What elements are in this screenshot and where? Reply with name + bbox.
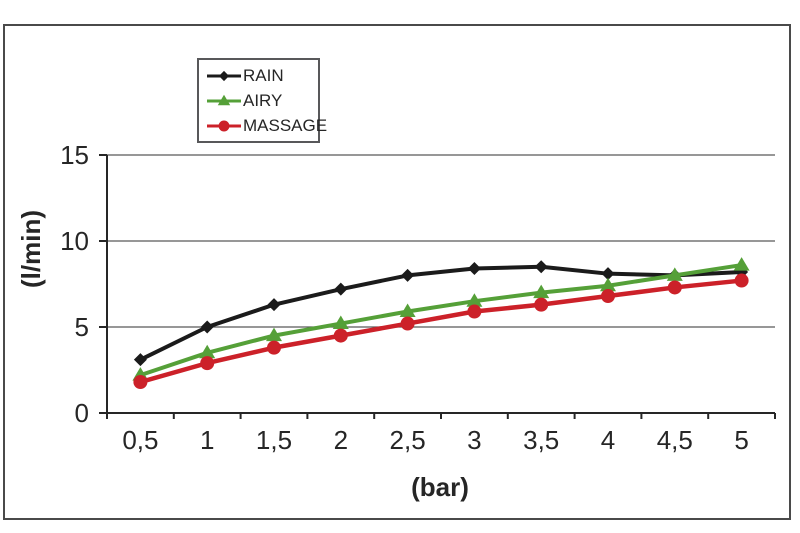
data-point-marker [218, 120, 230, 131]
data-point-marker [267, 298, 281, 312]
y-tick-label: 5 [75, 312, 89, 342]
x-tick-label: 2 [334, 425, 348, 455]
y-tick-label: 0 [75, 398, 89, 428]
data-point-marker [133, 375, 148, 390]
data-point-marker [467, 304, 482, 319]
legend-label-massage: MASSAGE [243, 115, 328, 135]
data-point-marker [601, 289, 615, 304]
massage-series-marker-icon [207, 120, 241, 131]
data-point-marker [334, 282, 348, 296]
data-point-marker [401, 268, 415, 282]
y-axis-title: (l/min) [16, 210, 46, 288]
data-point-marker [667, 280, 682, 295]
data-point-marker [600, 277, 616, 292]
x-tick-label: 5 [734, 425, 748, 455]
x-tick-label: 3,5 [523, 425, 559, 455]
x-axis-title: (bar) [411, 472, 469, 502]
data-point-marker [533, 284, 550, 299]
legend-label-rain: RAIN [243, 65, 284, 85]
data-point-marker [601, 267, 615, 281]
data-point-marker [666, 267, 683, 281]
data-point-marker [399, 303, 416, 318]
data-point-marker [466, 293, 483, 307]
x-tick-label: 4,5 [657, 425, 693, 455]
x-tick-label: 2,5 [390, 425, 426, 455]
airy-series-marker-icon [207, 94, 241, 105]
y-tick-label: 10 [60, 226, 89, 256]
data-point-marker [133, 353, 147, 367]
data-point-marker [733, 257, 750, 271]
data-point-marker [200, 356, 215, 371]
data-point-marker [267, 340, 281, 355]
legend-label-airy: AIRY [243, 90, 283, 110]
data-point-marker [218, 70, 230, 81]
data-point-marker [199, 344, 216, 359]
data-point-marker [333, 328, 348, 343]
chart-legend: RAIN AIRY MASSAGE [197, 58, 327, 143]
legend-item-massage: MASSAGE [206, 113, 327, 138]
data-point-marker [467, 262, 481, 276]
legend-item-airy: AIRY [206, 88, 316, 113]
series-line-rain [138, 264, 744, 362]
data-point-marker [534, 260, 548, 274]
x-tick-label: 1,5 [256, 425, 292, 455]
data-point-marker [400, 316, 415, 331]
chart-outer-border [3, 24, 791, 520]
x-tick-label: 0,5 [122, 425, 158, 455]
legend-item-rain: RAIN [206, 63, 316, 88]
data-point-marker [534, 297, 549, 312]
x-tick-label: 1 [200, 425, 214, 455]
data-point-marker [332, 315, 349, 330]
data-point-marker [217, 94, 231, 105]
x-tick-label: 4 [601, 425, 615, 455]
data-point-marker [734, 273, 749, 288]
series-line-massage [138, 278, 744, 385]
y-tick-label: 15 [60, 140, 89, 170]
x-tick-label: 3 [467, 425, 481, 455]
data-point-marker [200, 320, 214, 334]
rain-series-marker-icon [207, 70, 241, 81]
data-point-marker [266, 327, 282, 342]
series-line-airy [138, 263, 744, 378]
